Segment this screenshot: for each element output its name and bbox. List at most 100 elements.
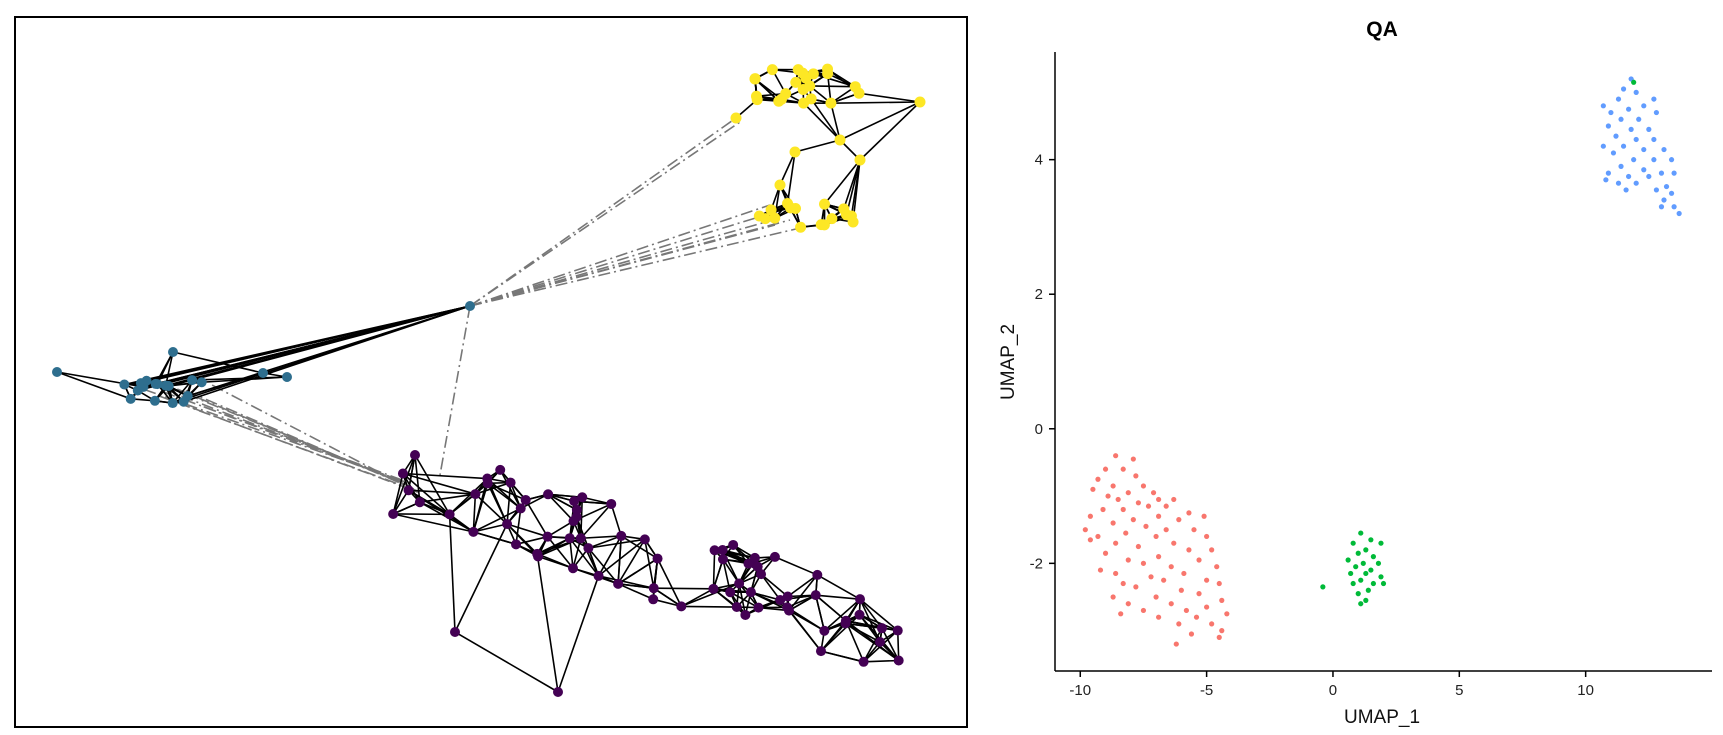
network-frame [14, 16, 968, 728]
between-cluster-edge [469, 211, 776, 307]
network-node [784, 605, 795, 616]
scatter-point [1618, 163, 1624, 169]
scatter-point [1345, 557, 1351, 563]
scatter-point [1600, 103, 1606, 109]
scatter-point [1204, 604, 1210, 610]
scatter-point [1368, 567, 1374, 573]
network-edge [760, 573, 781, 601]
scatter-point [1140, 560, 1147, 566]
scatter-point [1120, 580, 1126, 587]
network-edge [475, 481, 511, 495]
scatter-point [1087, 513, 1093, 519]
network-node [853, 87, 865, 99]
network-edge [814, 594, 826, 631]
x-axis-ticks: -10 -5 0 5 10 [1069, 671, 1594, 699]
network-edge [580, 503, 612, 539]
scatter-point [1135, 543, 1141, 550]
scatter-point [1110, 520, 1116, 526]
scatter-point [1360, 560, 1366, 566]
y-tick-label: -2 [1030, 555, 1043, 572]
scatter-point [1641, 167, 1647, 173]
scatter-point [1353, 564, 1359, 570]
network-node [819, 198, 831, 210]
network-node [593, 570, 604, 581]
network-edge [788, 574, 818, 612]
scatter-point [1188, 631, 1195, 637]
scatter-point [1115, 496, 1121, 503]
network-edge [618, 583, 654, 589]
network-edge [536, 553, 574, 569]
network-edge [881, 627, 900, 661]
network-edge [392, 473, 404, 515]
network-edge [786, 151, 796, 204]
network-node [804, 80, 816, 92]
network-node [815, 646, 826, 657]
network-edge [809, 85, 856, 88]
scatter-point [1145, 503, 1152, 509]
between-cluster-edge [469, 204, 771, 307]
network-edge [486, 483, 508, 525]
scatter-point [1636, 116, 1642, 122]
network-edge [547, 493, 575, 522]
scatter-point [1125, 490, 1131, 496]
network-node [542, 531, 553, 542]
scatter-point [1358, 577, 1364, 583]
between-cluster-edge [469, 217, 781, 307]
network-edge [845, 620, 900, 662]
network-node [789, 146, 801, 158]
network-node [780, 88, 792, 100]
network-node [775, 594, 786, 605]
network-edge [546, 536, 574, 569]
network-edge [524, 499, 549, 538]
network-node [766, 64, 778, 76]
network-edge [610, 503, 622, 537]
between-cluster-edge [469, 117, 737, 307]
network-node [450, 627, 460, 637]
scatter-point [1350, 540, 1356, 546]
network-node [756, 569, 767, 580]
network-node [717, 554, 728, 565]
network-node [532, 548, 543, 559]
network-edge [617, 557, 658, 585]
scatter-point [1378, 540, 1384, 546]
network-node [818, 219, 830, 231]
scatter-point [1216, 634, 1222, 640]
network-edge [788, 594, 817, 612]
network-node [639, 534, 650, 545]
between-cluster-edge [185, 389, 415, 490]
network-edge [536, 553, 559, 693]
network-edge [575, 516, 590, 549]
network-node [125, 393, 136, 404]
network-node [790, 76, 802, 88]
between-cluster-edge [469, 121, 741, 307]
scatter-point [1181, 570, 1187, 577]
network-edge [587, 547, 619, 585]
network-node [834, 134, 846, 146]
network-node [168, 347, 178, 357]
x-tick-label: 0 [1329, 682, 1337, 699]
scatter-point [1608, 109, 1614, 116]
x-tick-label: -5 [1200, 682, 1213, 699]
network-node [568, 563, 579, 574]
scatter-point [1110, 483, 1116, 489]
network-node [810, 590, 821, 601]
network-node [847, 216, 859, 228]
scatter-point [1186, 547, 1192, 553]
scatter-point [1668, 157, 1675, 163]
network-edge [786, 606, 822, 652]
network-edge [473, 531, 517, 546]
network-edge [681, 605, 737, 608]
network-node [740, 609, 751, 620]
network-edge [402, 472, 476, 495]
scatter-point [1171, 540, 1177, 546]
network-node [119, 379, 130, 390]
network-edge [580, 535, 622, 540]
network-edge [454, 523, 508, 633]
network-edge [557, 575, 600, 693]
network-edge [794, 139, 841, 153]
network-edge [392, 513, 474, 533]
network-edge [617, 583, 654, 601]
chart-title: QA [1366, 18, 1398, 41]
network-node [196, 377, 207, 388]
network-node [749, 552, 760, 563]
